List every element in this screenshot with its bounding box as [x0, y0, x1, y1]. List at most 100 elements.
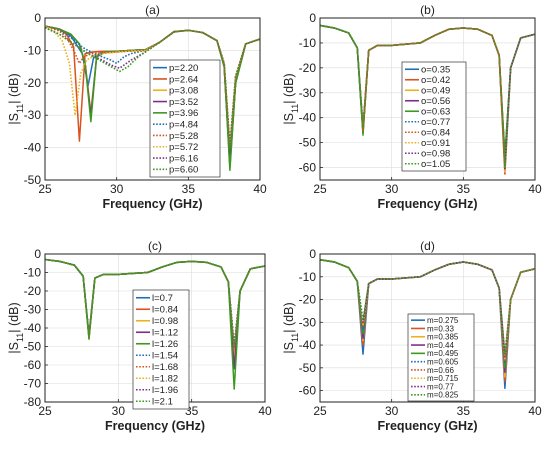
- y-tick-label: -20: [24, 76, 42, 90]
- y-tick-label: -10: [299, 36, 317, 50]
- series-line: [45, 25, 260, 149]
- x-tick-label: 25: [313, 182, 327, 196]
- legend-label: l=1.26: [152, 339, 178, 350]
- axes-box: [319, 253, 536, 403]
- legend-label: l=1.82: [152, 374, 178, 385]
- panel-title: (b): [420, 3, 435, 17]
- y-axis-label-subscript: 11: [290, 104, 300, 113]
- x-tick-label: 25: [38, 182, 52, 196]
- y-axis-label-text: |S: [282, 342, 296, 354]
- y-axis-label-text: | (dB): [282, 73, 296, 103]
- legend-label: m=0.44: [427, 341, 454, 350]
- series-group: [45, 25, 260, 172]
- y-tick-label: -30: [299, 315, 317, 329]
- x-tick-label: 30: [110, 182, 124, 196]
- legend-label: m=0.605: [427, 357, 459, 366]
- x-axis-label: Frequency (GHz): [377, 197, 477, 211]
- y-tick-label: -40: [24, 321, 42, 335]
- y-tick-label: -20: [299, 61, 317, 75]
- x-tick-label: 25: [313, 404, 327, 418]
- legend-label: o=0.42: [421, 75, 450, 86]
- y-axis-label-text: | (dB): [282, 302, 296, 332]
- x-axis-label: Frequency (GHz): [377, 419, 477, 433]
- legend-label: p=3.96: [169, 108, 198, 119]
- y-axis-label-subscript: 11: [15, 104, 25, 113]
- x-tick-label: 40: [528, 404, 542, 418]
- legend-label: p=5.28: [169, 131, 198, 142]
- legend: l=0.7l=0.84l=0.98l=1.12l=1.26l=1.54l=1.6…: [132, 289, 190, 410]
- x-tick-label: 25: [38, 404, 52, 418]
- y-tick-label: -30: [299, 86, 317, 100]
- legend-label: p=5.72: [169, 142, 198, 153]
- y-tick-label: -50: [299, 361, 317, 375]
- y-axis-label: |S11| (dB): [282, 73, 300, 124]
- y-tick-label: -20: [299, 293, 317, 307]
- y-axis-label: |S11| (dB): [7, 73, 25, 124]
- y-tick-label: -50: [24, 173, 42, 187]
- x-tick-label: 30: [385, 404, 399, 418]
- y-axis-label-text: | (dB): [7, 302, 21, 332]
- series-line: [320, 258, 535, 355]
- legend-label: o=0.35: [421, 65, 450, 76]
- y-tick-label: -20: [24, 284, 42, 298]
- y-axis-label-text: |S: [282, 113, 296, 125]
- legend-label: o=0.91: [421, 138, 450, 149]
- legend-label: l=2.1: [152, 397, 173, 408]
- legend: p=2.20p=2.64p=3.08p=3.52p=3.96p=4.84p=5.…: [149, 59, 221, 178]
- series-line: [320, 24, 535, 169]
- legend-label: l=0.98: [152, 316, 178, 327]
- legend-label: o=1.05: [421, 159, 450, 170]
- y-tick-label: -70: [24, 377, 42, 391]
- panel-title: (a): [145, 3, 160, 17]
- legend-label: o=0.49: [421, 86, 450, 97]
- legend-label: l=0.84: [152, 305, 178, 316]
- x-tick-label: 40: [528, 182, 542, 196]
- y-tick-label: -10: [24, 266, 42, 280]
- legend-label: p=6.60: [169, 165, 198, 176]
- legend-label: p=6.16: [169, 153, 198, 164]
- panel-c: 25 30 35 400-10-20-30-40-50-60-70-80(c)Freq…: [7, 239, 272, 433]
- x-axis-label: Frequency (GHz): [102, 197, 202, 211]
- legend-label: m=0.275: [427, 316, 459, 325]
- y-axis-label-text: |S: [7, 342, 21, 354]
- y-tick-label: -30: [24, 303, 42, 317]
- legend-label: o=0.63: [421, 107, 450, 118]
- legend-label: o=0.84: [421, 128, 450, 139]
- y-tick-label: 0: [309, 247, 316, 261]
- y-tick-label: -60: [299, 384, 317, 398]
- panel-title: (c): [148, 239, 162, 253]
- series-group: [45, 258, 265, 390]
- legend-label: p=3.08: [169, 86, 198, 97]
- legend-label: p=2.64: [169, 74, 198, 85]
- legend-label: m=0.825: [427, 391, 459, 400]
- y-tick-label: -30: [24, 108, 42, 122]
- legend-label: l=1.54: [152, 351, 178, 362]
- legend-label: p=4.84: [169, 119, 198, 130]
- y-axis-label-subscript: 11: [15, 333, 25, 342]
- legend-label: l=1.96: [152, 385, 178, 396]
- y-axis-label: |S11| (dB): [7, 302, 25, 353]
- x-tick-label: 40: [253, 182, 267, 196]
- panel-title: (d): [420, 239, 435, 253]
- x-tick-label: 35: [457, 182, 471, 196]
- x-tick-label: 30: [112, 404, 126, 418]
- panel-b: 25 30 35 40 0 -10 -20 -30 -40 -50 -60 (b) Frequency …: [282, 3, 542, 211]
- y-tick-label: 0: [34, 247, 41, 261]
- y-axis-label: |S11| (dB): [282, 302, 300, 353]
- y-tick-label: -40: [299, 338, 317, 352]
- y-tick-label: -50: [299, 136, 317, 150]
- legend-label: o=0.77: [421, 117, 450, 128]
- y-tick-label: -50: [24, 340, 42, 354]
- panel-a: 25 30 35 40 0 -10 -20 -30 -40 -50 (a) Frequency (GH…: [7, 3, 267, 211]
- legend: o=0.35o=0.42o=0.49o=0.56o=0.63o=0.77o=0.…: [401, 61, 467, 172]
- x-tick-label: 35: [457, 404, 471, 418]
- y-tick-label: -60: [299, 161, 317, 175]
- x-axis-label: Frequency (GHz): [105, 419, 205, 433]
- legend-label: m=0.385: [427, 333, 459, 342]
- x-tick-label: 40: [258, 404, 272, 418]
- y-axis-label-text: | (dB): [7, 73, 21, 103]
- y-axis-label-subscript: 11: [290, 333, 300, 342]
- y-tick-label: 0: [34, 11, 41, 25]
- legend-label: p=3.52: [169, 97, 198, 108]
